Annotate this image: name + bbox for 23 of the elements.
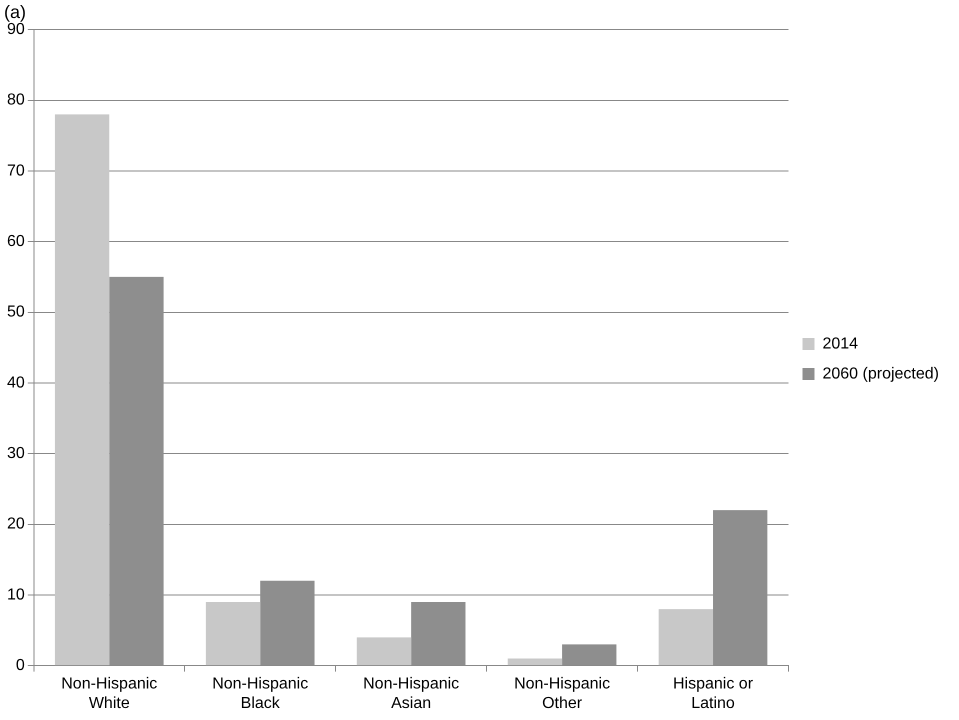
- x-tick-label: Hispanic or Latino: [673, 676, 754, 712]
- bar: [658, 609, 714, 666]
- y-tick-label: 10: [7, 586, 25, 604]
- y-tick-label: 50: [7, 304, 25, 321]
- x-tick-label: Non-Hispanic Other: [514, 676, 610, 712]
- legend-label: 2060 (projected): [822, 365, 939, 382]
- legend-label: 2014: [822, 335, 858, 352]
- y-tick-label: 70: [7, 162, 25, 180]
- bar: [508, 658, 562, 666]
- x-tick-label: Non-Hispanic White: [61, 676, 158, 712]
- y-tick-label: 60: [7, 233, 25, 250]
- bar: [54, 114, 110, 666]
- y-tick-label: 40: [7, 374, 25, 392]
- chart-title: (a): [4, 2, 26, 22]
- y-tick-label: 90: [7, 21, 25, 38]
- y-tick-label: 30: [7, 445, 25, 462]
- bar: [206, 602, 260, 666]
- y-tick-label: 20: [7, 516, 25, 533]
- bar: [356, 637, 412, 666]
- x-tick-label: Non-Hispanic Black: [212, 676, 308, 712]
- x-tick-label: Non-Hispanic Asian: [363, 676, 460, 712]
- y-tick-label: 80: [7, 92, 25, 109]
- y-tick-label: 0: [16, 657, 25, 674]
